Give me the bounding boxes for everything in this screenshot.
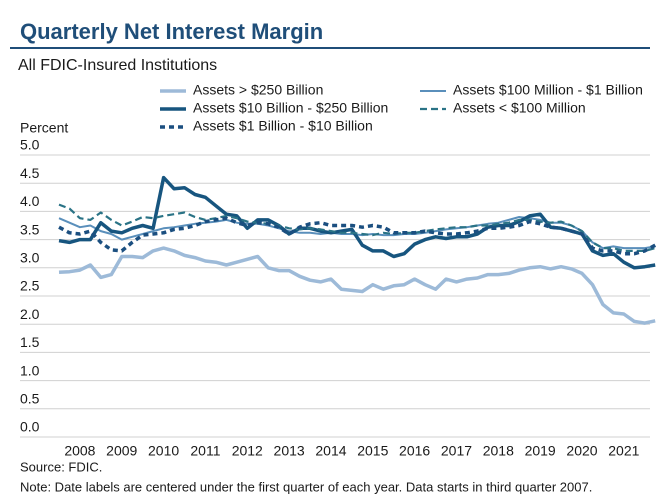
note: Note: Date labels are centered under the… bbox=[20, 479, 592, 494]
source: Source: FDIC. bbox=[20, 459, 102, 474]
x-tick-label: 2020 bbox=[566, 443, 597, 459]
x-tick-label: 2010 bbox=[148, 443, 179, 459]
x-tick-label: 2016 bbox=[399, 443, 430, 459]
legend-label: Assets < $100 Million bbox=[453, 100, 586, 116]
x-tick-label: 2017 bbox=[441, 443, 472, 459]
y-tick-label: 2.0 bbox=[20, 306, 40, 322]
x-tick-label: 2012 bbox=[232, 443, 263, 459]
x-tick-label: 2015 bbox=[357, 443, 388, 459]
legend-label: Assets > $250 Billion bbox=[193, 82, 323, 98]
x-tick-label: 2009 bbox=[106, 443, 137, 459]
x-tick-label: 2013 bbox=[274, 443, 305, 459]
x-tick-label: 2019 bbox=[525, 443, 556, 459]
x-tick-label: 2018 bbox=[483, 443, 514, 459]
series-line bbox=[58, 246, 656, 325]
legend-label: Assets $10 Billion - $250 Billion bbox=[193, 100, 388, 116]
x-tick-label: 2011 bbox=[190, 443, 220, 459]
y-axis-label: Percent bbox=[20, 120, 68, 136]
x-tick-label: 2021 bbox=[608, 443, 639, 459]
y-tick-label: 0.0 bbox=[20, 419, 40, 435]
x-tick-label: 2014 bbox=[315, 443, 346, 459]
y-tick-label: 4.0 bbox=[20, 193, 40, 209]
series-line bbox=[58, 203, 656, 252]
y-tick-label: 2.5 bbox=[20, 278, 40, 294]
y-tick-label: 0.5 bbox=[20, 391, 40, 407]
x-tick-label: 2008 bbox=[64, 443, 95, 459]
chart-title: Quarterly Net Interest Margin bbox=[20, 19, 323, 44]
series-line bbox=[58, 216, 657, 256]
y-tick-label: 3.0 bbox=[20, 250, 40, 266]
legend-label: Assets $1 Billion - $10 Billion bbox=[193, 118, 373, 134]
y-tick-label: 1.5 bbox=[20, 334, 40, 350]
y-tick-label: 5.0 bbox=[20, 137, 40, 153]
y-tick-label: 3.5 bbox=[20, 221, 40, 237]
chart-subtitle: All FDIC-Insured Institutions bbox=[18, 57, 217, 74]
y-tick-label: 1.0 bbox=[20, 362, 40, 378]
legend-label: Assets $100 Million - $1 Billion bbox=[453, 82, 643, 98]
y-tick-label: 4.5 bbox=[20, 165, 40, 181]
